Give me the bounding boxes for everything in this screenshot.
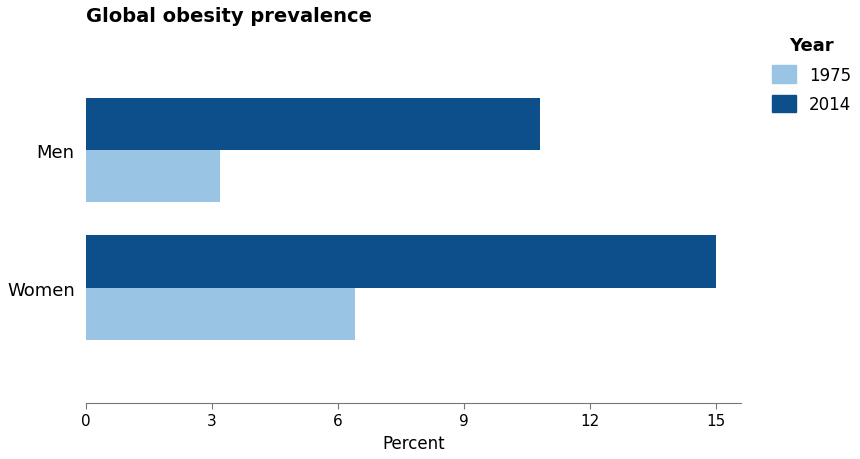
Bar bbox=[86, 288, 355, 340]
Bar bbox=[86, 99, 540, 151]
Legend: 1975, 2014: 1975, 2014 bbox=[772, 37, 851, 114]
X-axis label: Percent: Percent bbox=[383, 434, 445, 452]
Text: Global obesity prevalence: Global obesity prevalence bbox=[86, 7, 372, 26]
Bar bbox=[86, 236, 716, 288]
Bar bbox=[86, 151, 220, 203]
